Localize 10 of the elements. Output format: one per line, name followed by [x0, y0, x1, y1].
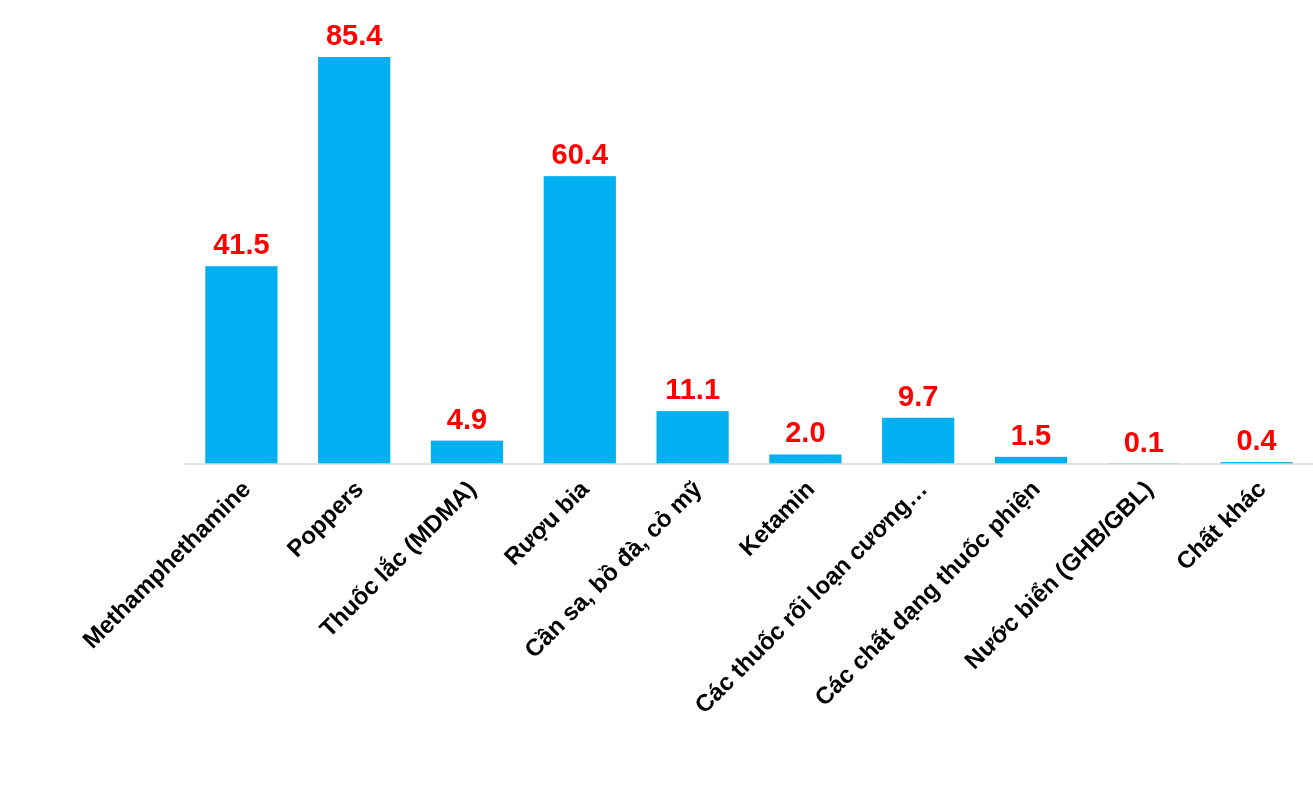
data-label: 41.5: [213, 228, 270, 261]
data-label: 85.4: [325, 19, 383, 51]
data-label: 0.4: [1236, 424, 1277, 457]
data-label: 2.0: [785, 416, 826, 449]
data-label: 0.1: [1123, 425, 1164, 458]
data-label: 9.7: [898, 379, 939, 412]
data-label: 4.9: [446, 402, 488, 435]
data-label: 11.1: [665, 373, 721, 406]
data-label: 1.5: [1010, 418, 1052, 451]
data-label: 60.4: [551, 138, 609, 171]
